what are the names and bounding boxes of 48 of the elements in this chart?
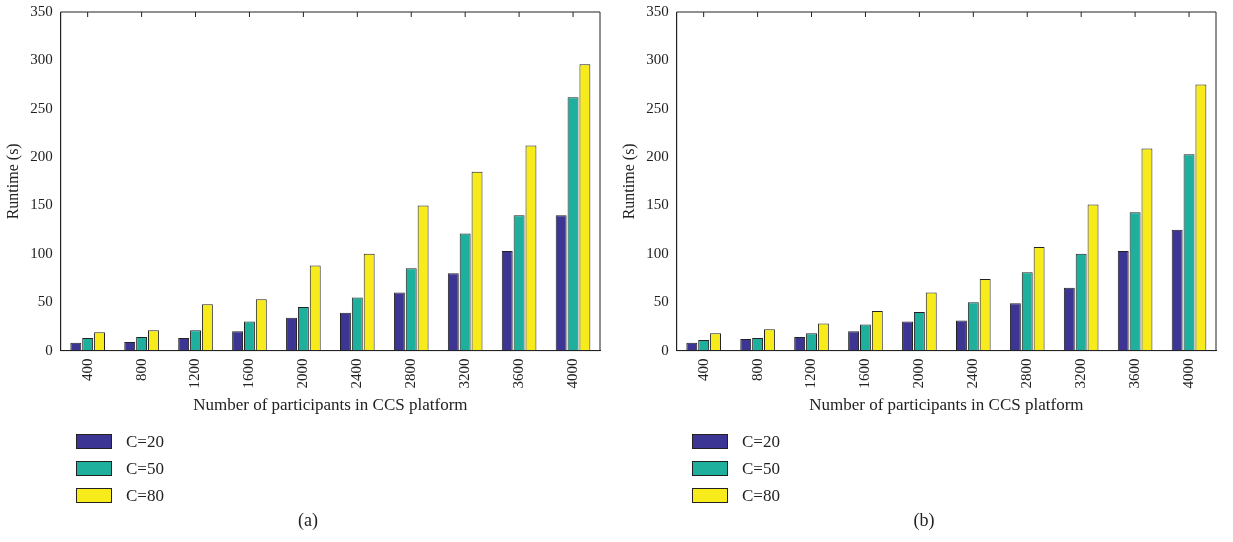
x-tick-label: 3600	[1126, 358, 1143, 389]
y-tick-label: 0	[661, 341, 669, 358]
y-tick-label: 300	[30, 51, 53, 68]
y-tick-label: 200	[30, 148, 53, 165]
x-tick-label: 2400	[348, 358, 365, 389]
x-tick-label: 1200	[186, 358, 203, 389]
y-tick-label: 50	[37, 293, 53, 310]
x-tick-label: 3200	[456, 358, 473, 389]
y-tick-label: 200	[646, 148, 669, 165]
legend-label: C=20	[126, 431, 164, 452]
y-tick-label: 250	[646, 99, 669, 116]
legend-label: C=50	[126, 458, 164, 479]
y-axis-title: Runtime (s)	[619, 143, 638, 220]
legend-label: C=50	[742, 458, 780, 479]
x-tick-label: 2400	[964, 358, 981, 389]
legend-label: C=80	[742, 485, 780, 506]
x-tick-label: 2000	[294, 358, 311, 389]
x-axis-title: Number of participants in CCS platform	[193, 395, 468, 415]
y-tick-label: 100	[30, 244, 53, 261]
x-tick-label: 1200	[802, 358, 819, 389]
legend-label: C=20	[742, 431, 780, 452]
y-tick-label: 150	[646, 196, 669, 213]
y-tick-label: 300	[646, 51, 669, 68]
text: (a)	[297, 510, 319, 531]
y-tick-label: 50	[653, 293, 669, 310]
y-tick-label: 350	[646, 2, 669, 19]
x-tick-label: 4000	[563, 358, 580, 389]
x-tick-label: 1600	[240, 358, 257, 389]
x-tick-label: 1600	[856, 358, 873, 389]
y-tick-label: 350	[30, 2, 53, 19]
x-tick-label: 2000	[910, 358, 927, 389]
x-tick-label: 3600	[510, 358, 527, 389]
x-tick-label: 400	[694, 358, 711, 382]
x-tick-label: 4000	[1179, 358, 1196, 389]
text: (b)	[912, 510, 936, 531]
y-tick-label: 150	[30, 196, 53, 213]
x-axis-title: Number of participants in CCS platform	[809, 395, 1084, 415]
x-tick-label: 2800	[402, 358, 419, 389]
y-tick-label: 0	[45, 341, 53, 358]
x-tick-label: 2800	[1018, 358, 1035, 389]
y-axis-title: Runtime (s)	[3, 143, 22, 220]
legend-label: C=80	[126, 485, 164, 506]
x-tick-label: 800	[132, 358, 149, 382]
x-tick-label: 3200	[1072, 358, 1089, 389]
x-tick-label: 800	[748, 358, 765, 382]
y-tick-label: 100	[646, 244, 669, 261]
y-tick-label: 250	[30, 99, 53, 116]
x-tick-label: 400	[78, 358, 95, 382]
